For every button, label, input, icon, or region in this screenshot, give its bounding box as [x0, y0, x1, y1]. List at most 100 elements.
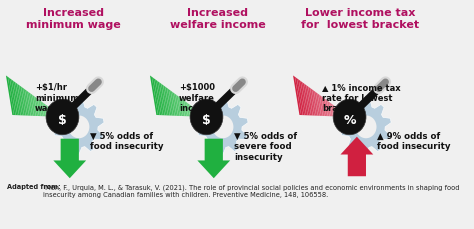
Polygon shape	[308, 87, 314, 116]
Polygon shape	[9, 79, 18, 116]
Text: $: $	[202, 114, 211, 127]
Polygon shape	[197, 111, 200, 117]
Polygon shape	[197, 139, 230, 178]
Polygon shape	[195, 109, 198, 117]
Circle shape	[212, 116, 233, 139]
Polygon shape	[182, 100, 186, 117]
Polygon shape	[154, 79, 161, 116]
Polygon shape	[337, 108, 339, 117]
Polygon shape	[348, 116, 350, 117]
Circle shape	[46, 100, 79, 135]
Polygon shape	[163, 86, 170, 116]
Polygon shape	[302, 83, 310, 116]
Text: ▼ 5% odds of
severe food
insecurity: ▼ 5% odds of severe food insecurity	[234, 131, 297, 161]
Text: Increased
minimum wage: Increased minimum wage	[26, 8, 121, 30]
Polygon shape	[191, 106, 195, 117]
Polygon shape	[203, 115, 205, 117]
Polygon shape	[342, 112, 345, 117]
Text: ▲ 1% income tax
rate for lowest
bracket: ▲ 1% income tax rate for lowest bracket	[322, 83, 401, 113]
Polygon shape	[152, 77, 160, 116]
Polygon shape	[295, 77, 303, 116]
Polygon shape	[323, 98, 328, 117]
Polygon shape	[190, 105, 193, 117]
Polygon shape	[297, 79, 304, 116]
Text: ▲ 9% odds of
food insecurity: ▲ 9% odds of food insecurity	[377, 131, 450, 150]
Polygon shape	[188, 104, 191, 117]
Polygon shape	[306, 86, 313, 116]
Polygon shape	[165, 87, 172, 116]
Polygon shape	[201, 113, 203, 117]
Polygon shape	[335, 106, 338, 117]
Polygon shape	[13, 82, 21, 116]
Polygon shape	[199, 112, 201, 117]
Polygon shape	[341, 100, 391, 155]
Text: Adapted from:: Adapted from:	[7, 183, 61, 189]
Text: Increased
welfare income: Increased welfare income	[170, 8, 265, 30]
Polygon shape	[27, 91, 32, 116]
Polygon shape	[53, 111, 56, 117]
Polygon shape	[155, 80, 163, 116]
Polygon shape	[17, 85, 24, 116]
Polygon shape	[55, 112, 57, 117]
Polygon shape	[49, 108, 53, 117]
Polygon shape	[32, 95, 37, 117]
Polygon shape	[54, 100, 104, 155]
Polygon shape	[54, 139, 86, 178]
Polygon shape	[173, 93, 178, 116]
Text: Men, F., Urquia, M. L., & Tarasuk, V. (2021). The role of provincial social poli: Men, F., Urquia, M. L., & Tarasuk, V. (2…	[43, 183, 460, 197]
Polygon shape	[321, 97, 326, 117]
Polygon shape	[176, 95, 182, 117]
Text: %: %	[343, 114, 356, 127]
Circle shape	[68, 116, 90, 139]
Polygon shape	[184, 101, 188, 117]
Polygon shape	[344, 113, 346, 117]
Polygon shape	[61, 116, 63, 117]
Polygon shape	[38, 100, 42, 117]
Polygon shape	[34, 97, 39, 117]
Polygon shape	[325, 100, 329, 117]
Polygon shape	[36, 98, 41, 117]
Polygon shape	[51, 109, 54, 117]
Circle shape	[333, 100, 366, 135]
Polygon shape	[47, 106, 51, 117]
Text: +$1/hr
minimum
wage: +$1/hr minimum wage	[35, 83, 79, 113]
Polygon shape	[8, 77, 16, 116]
Text: $: $	[58, 114, 67, 127]
Polygon shape	[340, 137, 374, 177]
Polygon shape	[301, 82, 308, 116]
Polygon shape	[6, 76, 14, 116]
Polygon shape	[28, 93, 34, 116]
Polygon shape	[293, 76, 301, 116]
Polygon shape	[314, 91, 319, 116]
Polygon shape	[193, 108, 196, 117]
Polygon shape	[178, 97, 183, 117]
Polygon shape	[46, 105, 49, 117]
Polygon shape	[310, 89, 316, 116]
Polygon shape	[304, 85, 311, 116]
Polygon shape	[25, 90, 31, 116]
Polygon shape	[331, 104, 335, 117]
Polygon shape	[11, 80, 19, 116]
Polygon shape	[40, 101, 44, 117]
Polygon shape	[198, 100, 248, 155]
Polygon shape	[299, 80, 306, 116]
Polygon shape	[42, 102, 46, 117]
Polygon shape	[205, 116, 207, 117]
Polygon shape	[44, 104, 47, 117]
Polygon shape	[318, 94, 323, 116]
Polygon shape	[157, 82, 164, 116]
Polygon shape	[161, 85, 168, 116]
Polygon shape	[150, 76, 158, 116]
Polygon shape	[19, 86, 26, 116]
Polygon shape	[167, 89, 173, 116]
Text: +$1000
welfare
income: +$1000 welfare income	[179, 83, 215, 113]
Polygon shape	[327, 101, 331, 117]
Polygon shape	[159, 83, 166, 116]
Circle shape	[356, 116, 376, 139]
Polygon shape	[186, 102, 190, 117]
Polygon shape	[319, 95, 325, 117]
Polygon shape	[180, 98, 185, 117]
Polygon shape	[312, 90, 318, 116]
Polygon shape	[21, 87, 27, 116]
Polygon shape	[30, 94, 36, 116]
